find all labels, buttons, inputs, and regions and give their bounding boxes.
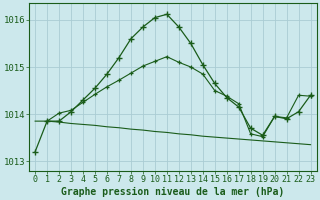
X-axis label: Graphe pression niveau de la mer (hPa): Graphe pression niveau de la mer (hPa) (61, 186, 284, 197)
